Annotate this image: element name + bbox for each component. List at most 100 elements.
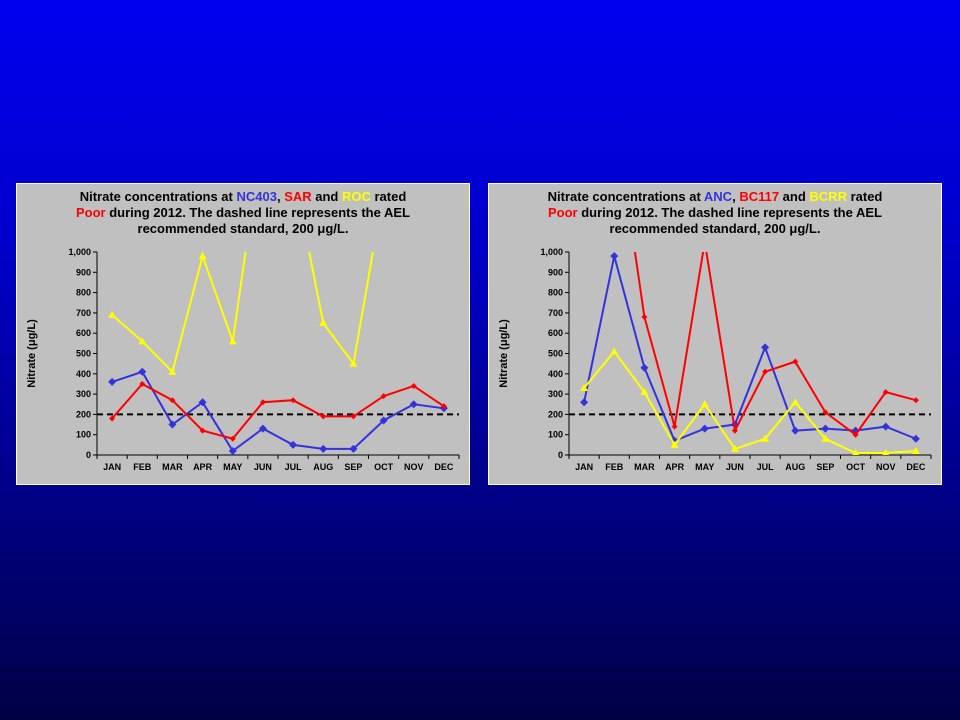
point-nc403 [138,367,147,376]
point-bc117 [792,358,799,365]
point-anc [700,424,709,433]
y-tick-label: 0 [86,450,91,460]
point-nc403 [289,440,298,449]
x-tick-label: JUN [726,462,744,472]
series-line-anc [583,255,917,443]
point-anc [821,424,830,433]
x-tick-label: JAN [575,462,593,472]
x-tick-label: MAR [162,462,183,472]
y-tick-label: 700 [76,308,91,318]
x-tick-label: JAN [103,462,121,472]
x-tick-label: AUG [785,462,805,472]
point-bcrr [670,440,679,448]
point-roc [228,337,237,345]
x-tick-label: FEB [133,462,152,472]
x-tick-label: OCT [374,462,394,472]
y-tick-label: 500 [548,349,563,359]
point-bc117 [762,368,769,375]
point-nc403 [349,444,358,453]
x-tick-label: APR [665,462,685,472]
point-nc403 [379,416,388,425]
point-nc403 [258,424,267,433]
x-tick-label: SEP [344,462,362,472]
x-tick-label: NOV [404,462,424,472]
x-tick-label: MAY [223,462,242,472]
point-roc [108,310,117,318]
point-sar [320,413,327,420]
series-group [108,252,448,455]
point-sar [440,403,447,410]
x-tick-label: MAY [695,462,714,472]
nitrate-chart-right: Nitrate concentrations at ANC, BC117 and… [498,189,932,472]
y-tick-label: 700 [548,308,563,318]
x-tick-label: OCT [846,462,866,472]
x-tick-label: JUL [285,462,303,472]
y-tick-label: 100 [548,430,563,440]
point-bc117 [912,397,919,404]
point-sar [109,415,116,422]
y-tick-label: 200 [548,409,563,419]
series-line-sar [111,382,445,440]
y-tick-label: 500 [76,349,91,359]
series-line-nc403 [111,370,445,453]
x-tick-label: NOV [876,462,896,472]
point-bcrr [852,448,860,455]
y-tick-label: 400 [548,369,563,379]
point-sar [139,380,146,387]
x-tick-label: JUL [757,462,775,472]
y-tick-label: 300 [548,389,563,399]
y-tick-label: 400 [76,369,91,379]
y-axis-label: Nitrate (μg/L) [498,319,510,388]
chart-title-line2: Poor during 2012. The dashed line repres… [76,205,410,220]
series-line-bcrr [583,349,916,454]
chart-panel-right: Nitrate concentrations at ANC, BC117 and… [488,183,942,485]
point-sar [259,399,266,406]
y-tick-label: 800 [548,288,563,298]
point-bc117 [731,427,738,434]
x-tick-label: MAR [634,462,655,472]
point-roc [138,337,147,345]
point-nc403 [319,444,328,453]
point-roc [349,359,358,367]
point-anc [791,426,800,435]
chart-title-line1: Nitrate concentrations at NC403, SAR and… [80,189,407,204]
point-nc403 [168,420,177,429]
point-sar [199,427,206,434]
chart-title-line3: recommended standard, 200 μg/L. [610,221,821,236]
point-bcrr [761,434,770,442]
point-bcrr [640,388,649,396]
point-roc [168,367,177,375]
point-bcrr [911,446,920,454]
x-tick-label: JUN [254,462,272,472]
point-sar [350,413,357,420]
y-tick-label: 100 [76,430,91,440]
point-bc117 [641,313,648,320]
x-tick-label: APR [193,462,213,472]
x-tick-label: AUG [313,462,333,472]
point-bcrr [791,398,800,406]
y-tick-label: 1,000 [68,247,91,257]
x-tick-label: DEC [906,462,926,472]
point-bcrr [580,384,589,392]
y-tick-label: 900 [76,267,91,277]
point-anc [881,422,890,431]
point-bcrr [700,400,709,408]
plot-area [569,252,931,455]
nitrate-chart-left: Nitrate concentrations at NC403, SAR and… [26,189,460,472]
point-sar [290,397,297,404]
y-axis-label: Nitrate (μg/L) [26,319,38,388]
chart-title-line1: Nitrate concentrations at ANC, BC117 and… [548,189,883,204]
point-sar [410,382,417,389]
point-bcrr [730,444,739,452]
point-bc117 [852,431,859,438]
y-tick-label: 0 [558,450,563,460]
y-tick-label: 1,000 [540,247,563,257]
point-bcrr [882,448,890,455]
y-tick-label: 900 [548,267,563,277]
point-bc117 [882,389,889,396]
point-anc [761,343,770,352]
x-tick-label: DEC [434,462,454,472]
point-nc403 [228,446,237,455]
point-nc403 [409,400,418,409]
x-tick-label: FEB [605,462,624,472]
